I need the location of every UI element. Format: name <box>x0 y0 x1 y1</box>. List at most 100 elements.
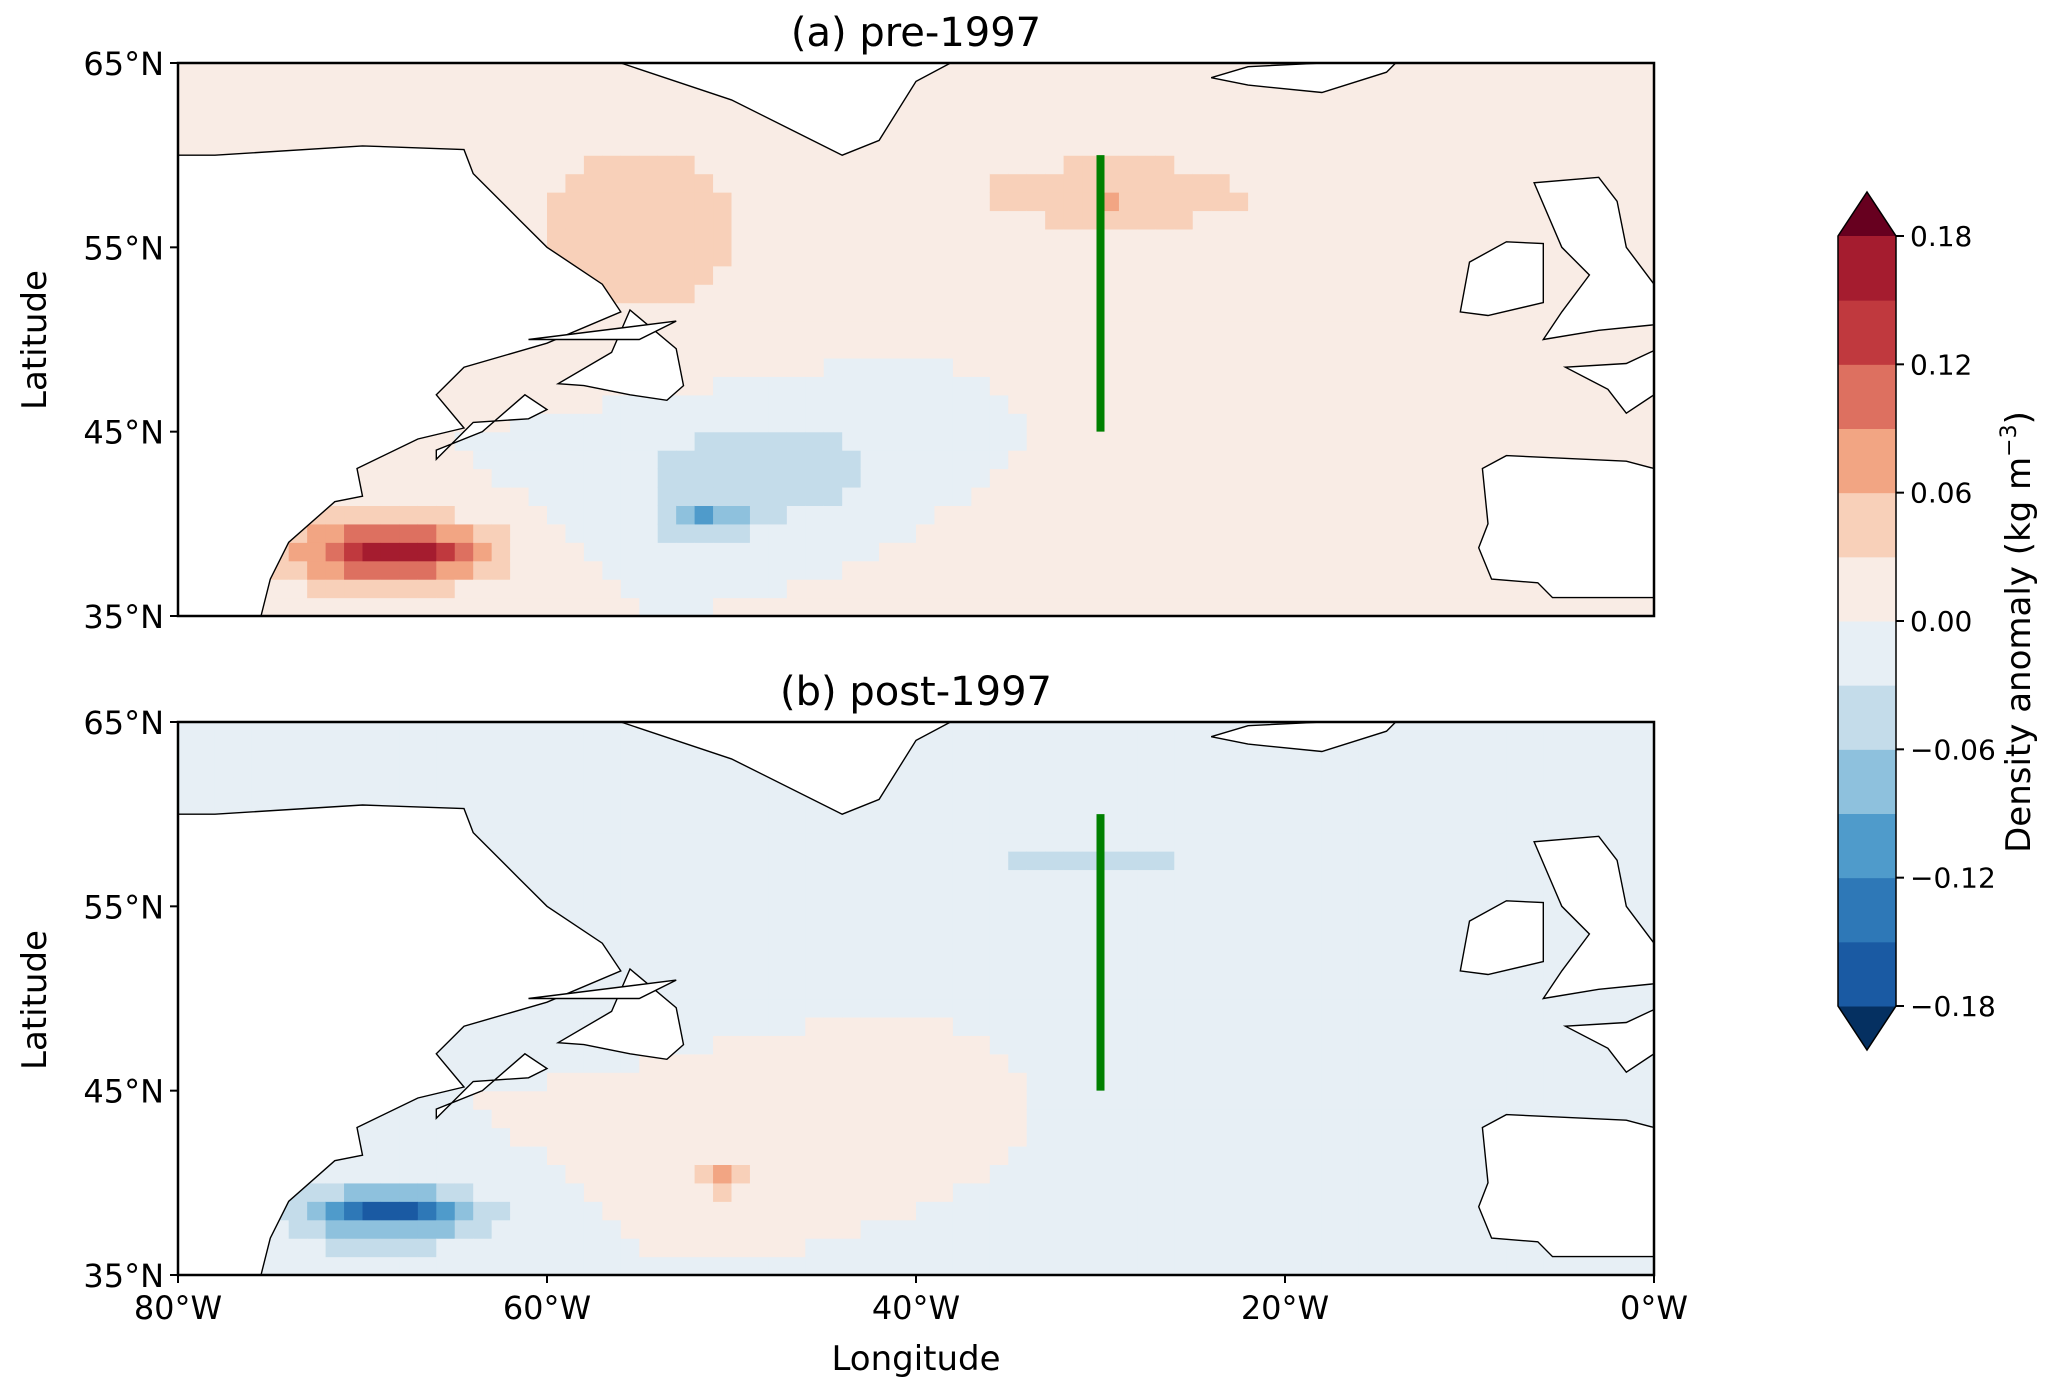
heatmap-cell <box>473 486 493 506</box>
heatmap-cell <box>1118 210 1138 230</box>
heatmap-cell <box>565 1072 585 1092</box>
heatmap-cell <box>639 136 659 156</box>
heatmap-cell <box>1414 192 1434 212</box>
heatmap-cell <box>1524 998 1544 1018</box>
heatmap-cell <box>1248 450 1268 470</box>
heatmap-cell <box>1026 1035 1046 1055</box>
heatmap-cell <box>1451 265 1471 285</box>
heatmap-cell <box>1211 247 1231 267</box>
heatmap-cell <box>842 980 862 1000</box>
heatmap-cell <box>1340 851 1360 871</box>
heatmap-cell <box>602 851 622 871</box>
heatmap-cell <box>1321 832 1341 852</box>
heatmap-cell <box>620 1164 640 1184</box>
heatmap-cell <box>1617 63 1637 83</box>
heatmap-cell <box>694 431 714 451</box>
coastline <box>1477 454 1654 599</box>
heatmap-cell <box>842 906 862 926</box>
heatmap-cell <box>823 980 843 1000</box>
coastline <box>1211 63 1397 94</box>
heatmap-cell <box>1211 943 1231 963</box>
heatmap-cell <box>989 173 1009 193</box>
heatmap-cell <box>731 887 751 907</box>
heatmap-cell <box>1469 155 1489 175</box>
heatmap-cell <box>1303 265 1323 285</box>
heatmap-cell <box>694 924 714 944</box>
heatmap-cell <box>952 284 972 304</box>
heatmap-cell <box>1580 1072 1600 1092</box>
heatmap-cell <box>934 468 954 488</box>
heatmap-cell <box>602 1238 622 1258</box>
heatmap-cell <box>1561 758 1581 778</box>
heatmap-cell <box>1635 228 1654 248</box>
heatmap-cell <box>547 1164 567 1184</box>
heatmap-cell <box>916 1219 936 1239</box>
heatmap-cell <box>1026 302 1046 322</box>
heatmap-cell <box>860 961 880 981</box>
heatmap-cell <box>860 394 880 414</box>
coastline <box>1533 176 1654 341</box>
heatmap-cell <box>934 542 954 562</box>
heatmap-cell <box>1155 961 1175 981</box>
heatmap-cell <box>916 523 936 543</box>
heatmap-cell <box>1211 1201 1231 1221</box>
heatmap-cell <box>1432 560 1452 580</box>
heatmap-cell <box>547 722 567 742</box>
heatmap-cell <box>860 869 880 889</box>
heatmap-cell <box>602 155 622 175</box>
heatmap-cell <box>1432 1053 1452 1073</box>
heatmap-cell <box>1026 851 1046 871</box>
heatmap-cell <box>694 943 714 963</box>
heatmap-cell <box>823 1035 843 1055</box>
heatmap-cell <box>749 413 769 433</box>
heatmap-cell <box>694 321 714 341</box>
heatmap-cell <box>897 832 917 852</box>
heatmap-cell <box>1192 851 1212 871</box>
heatmap-cell <box>1451 63 1471 83</box>
heatmap-cell <box>1451 1164 1471 1184</box>
heatmap-cell <box>1451 887 1471 907</box>
heatmap-cell <box>1285 1238 1305 1258</box>
heatmap-cell <box>916 758 936 778</box>
heatmap-cell <box>473 795 493 815</box>
heatmap-cell <box>620 192 640 212</box>
heatmap-cell <box>1340 265 1360 285</box>
heatmap-cell <box>639 579 659 599</box>
heatmap-cell <box>823 1238 843 1258</box>
heatmap-cell <box>1155 321 1175 341</box>
heatmap-cell <box>1617 998 1637 1018</box>
heatmap-cell <box>1340 597 1360 616</box>
heatmap-cell <box>713 265 733 285</box>
heatmap-cell <box>749 284 769 304</box>
heatmap-cell <box>1303 795 1323 815</box>
heatmap-cell <box>860 542 880 562</box>
heatmap-cell <box>1561 1053 1581 1073</box>
heatmap-cell <box>1229 560 1249 580</box>
heatmap-cell <box>1192 597 1212 616</box>
heatmap-cell <box>344 1238 364 1258</box>
heatmap-cell <box>1506 814 1526 834</box>
heatmap-cell <box>547 81 567 101</box>
heatmap-cell <box>1321 1035 1341 1055</box>
heatmap-cell <box>1395 210 1415 230</box>
heatmap-cell <box>1377 505 1397 525</box>
x-tick-label: 80°W <box>134 1289 222 1327</box>
heatmap-cell <box>233 758 253 778</box>
heatmap-cell <box>1506 210 1526 230</box>
heatmap-cell <box>1524 118 1544 138</box>
heatmap-cell <box>1524 1053 1544 1073</box>
heatmap-cell <box>510 99 530 119</box>
heatmap-cell <box>1340 777 1360 797</box>
heatmap-cell <box>1008 486 1028 506</box>
heatmap-cell <box>602 431 622 451</box>
heatmap-cell <box>1045 413 1065 433</box>
heatmap-cell <box>1155 1072 1175 1092</box>
heatmap-cell <box>916 376 936 396</box>
heatmap-cell <box>1358 431 1378 451</box>
heatmap-cell <box>362 722 382 742</box>
heatmap-cell <box>1321 924 1341 944</box>
heatmap-cell <box>1358 394 1378 414</box>
heatmap-cell <box>657 1127 677 1147</box>
heatmap-cell <box>1469 173 1489 193</box>
heatmap-cell <box>989 1164 1009 1184</box>
